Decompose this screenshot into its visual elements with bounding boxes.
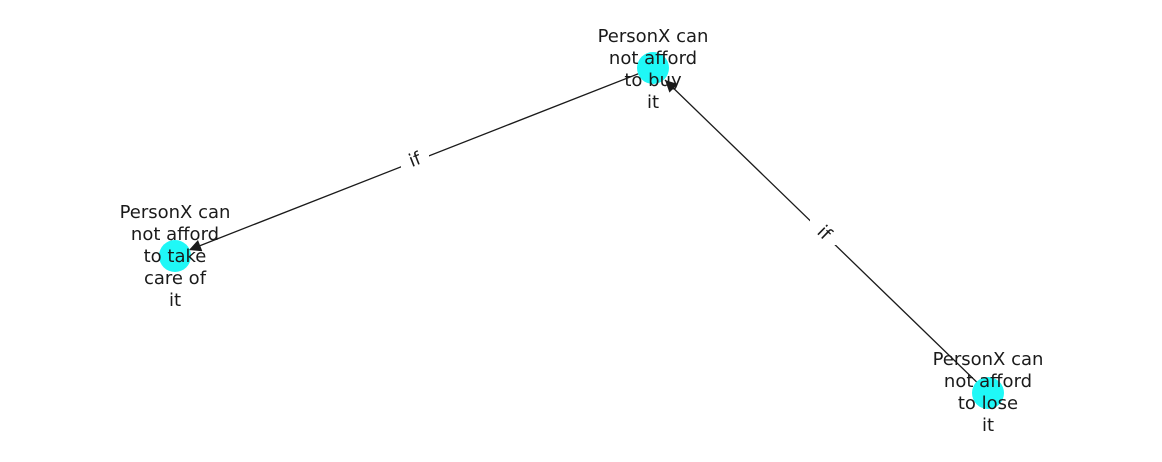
node-label: PersonX can not afford to lose it bbox=[933, 349, 1044, 436]
node-label-line: PersonX can bbox=[933, 349, 1044, 370]
node-label-line: not afford bbox=[131, 224, 219, 245]
node-circle bbox=[159, 240, 191, 272]
node-label-line: to buy bbox=[624, 70, 682, 91]
edge-lose-to-buy: if bbox=[664, 79, 989, 394]
edge-label-background bbox=[810, 219, 838, 245]
node-label-line: PersonX can bbox=[598, 26, 709, 47]
node-label: PersonX can not afford to take care of i… bbox=[120, 202, 231, 311]
node-label-line: to take bbox=[144, 246, 207, 267]
node-label-line: it bbox=[982, 415, 994, 436]
node-label-line: PersonX can bbox=[120, 202, 231, 223]
node-label: PersonX can not afford to buy it bbox=[598, 26, 709, 113]
node-label-line: care of bbox=[144, 268, 207, 289]
node-lose: PersonX can not afford to lose it bbox=[933, 349, 1044, 436]
node-label-line: it bbox=[647, 92, 659, 113]
node-label-line: to lose bbox=[958, 393, 1018, 414]
node-label-line: it bbox=[169, 290, 181, 311]
node-circle bbox=[637, 52, 669, 84]
node-label-line: not afford bbox=[609, 48, 697, 69]
node-circle bbox=[972, 377, 1004, 409]
edge-label-background bbox=[401, 146, 429, 172]
edge-buy-to-take-care: if bbox=[188, 67, 654, 252]
node-label-line: not afford bbox=[944, 371, 1032, 392]
node-buy: PersonX can not afford to buy it bbox=[598, 26, 709, 113]
node-take-care: PersonX can not afford to take care of i… bbox=[120, 202, 231, 311]
